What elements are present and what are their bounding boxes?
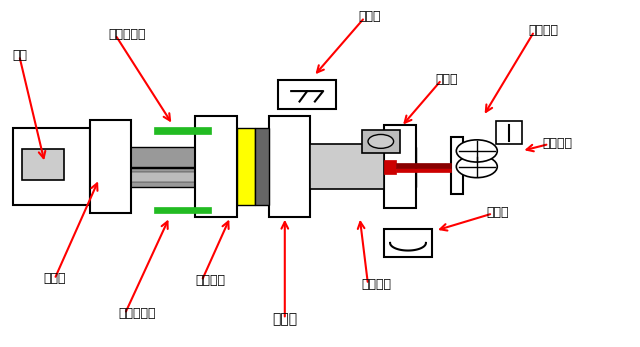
- Bar: [90, 172, 416, 182]
- Text: 蓄能部份: 蓄能部份: [543, 137, 573, 150]
- Text: 上料勺: 上料勺: [486, 206, 509, 219]
- Text: 马达: 马达: [13, 49, 28, 61]
- Text: 取件手: 取件手: [358, 10, 381, 23]
- Text: 右侧安全门: 右侧安全门: [109, 28, 147, 41]
- Bar: [255, 128, 269, 205]
- Bar: [384, 160, 396, 174]
- Bar: [396, 168, 451, 172]
- Bar: [451, 137, 463, 194]
- Bar: [396, 163, 451, 168]
- Bar: [362, 130, 400, 153]
- Text: 模具定模: 模具定模: [362, 278, 392, 290]
- Bar: [22, 149, 64, 180]
- Bar: [496, 121, 522, 144]
- Text: 操作侧: 操作侧: [272, 312, 298, 326]
- Bar: [154, 207, 211, 213]
- Bar: [269, 116, 310, 217]
- Text: 压射机构: 压射机构: [528, 24, 558, 37]
- Bar: [90, 120, 131, 213]
- Bar: [310, 144, 384, 189]
- Text: 压铸机: 压铸机: [43, 272, 66, 285]
- Bar: [384, 125, 416, 208]
- Bar: [154, 127, 211, 134]
- Bar: [195, 116, 237, 217]
- Bar: [278, 80, 336, 109]
- Circle shape: [368, 134, 394, 149]
- Bar: [13, 128, 90, 205]
- Text: 噻涂器: 噻涂器: [435, 73, 458, 86]
- Bar: [237, 128, 255, 205]
- Text: 模具动模: 模具动模: [195, 274, 225, 287]
- Bar: [90, 168, 416, 187]
- Text: 左侧安全门: 左侧安全门: [118, 307, 156, 320]
- Bar: [384, 229, 432, 257]
- Circle shape: [456, 140, 497, 162]
- Circle shape: [456, 155, 497, 178]
- Bar: [90, 147, 416, 167]
